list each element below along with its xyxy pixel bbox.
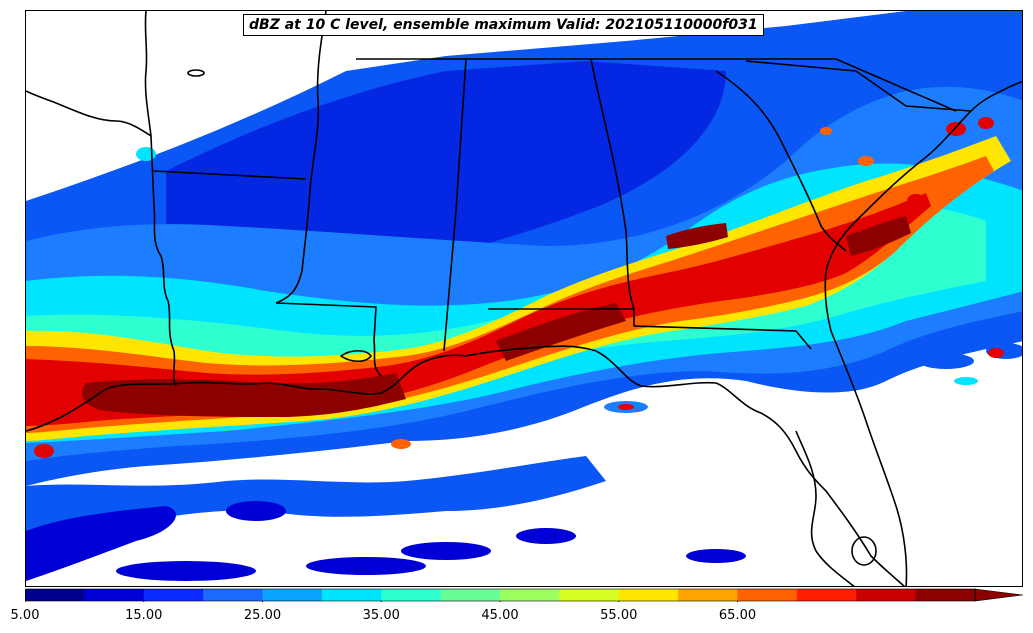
precip-blob xyxy=(954,377,978,385)
storm-cell xyxy=(988,348,1004,358)
colorbar-segment xyxy=(559,589,620,601)
colorbar-tick-label: 5.00 xyxy=(10,608,40,623)
atlantic-coastline xyxy=(824,80,1022,586)
map-canvas xyxy=(26,11,1022,586)
colorbar-segment xyxy=(381,589,442,601)
ar-la-border xyxy=(153,170,307,180)
reflectivity-field xyxy=(26,11,1022,581)
convective-core-darkred xyxy=(846,216,911,256)
convective-core-darkred xyxy=(666,223,728,249)
colorbar-segment xyxy=(321,589,382,601)
precip-blob xyxy=(918,353,974,369)
storm-cell xyxy=(858,156,874,166)
colorbar-tick-label: 45.00 xyxy=(481,608,519,623)
gulf-coastline xyxy=(26,345,906,586)
storm-cell xyxy=(907,194,925,208)
colorbar-tick-label: 65.00 xyxy=(718,608,757,623)
colorbar-segment xyxy=(84,589,145,601)
colorbar-segment xyxy=(796,589,857,601)
colorbar-segment xyxy=(678,589,738,601)
storm-cell xyxy=(34,444,54,458)
colorbar-tick-label: 25.00 xyxy=(243,608,282,623)
la-ms-border xyxy=(275,302,382,377)
tn-border xyxy=(356,58,957,112)
colorbar-tick-label: 15.00 xyxy=(125,608,163,623)
mississippi-river-border xyxy=(275,11,327,304)
storm-cell xyxy=(136,147,156,161)
lake-okeechobee xyxy=(851,536,877,566)
lake-marker xyxy=(187,69,205,77)
ga-sc-border xyxy=(715,70,847,252)
texas-coast xyxy=(26,90,152,137)
colorbar-segment xyxy=(440,589,501,601)
precip-blob xyxy=(116,561,256,581)
precip-blob xyxy=(516,528,576,544)
colorbar-segment xyxy=(143,589,204,601)
precip-west-lower xyxy=(26,506,176,581)
colorbar-tick-label: 55.00 xyxy=(600,608,638,623)
al-ga-border xyxy=(590,58,635,310)
colorbar xyxy=(25,588,1024,602)
florida-west-coast xyxy=(795,430,855,586)
colorbar-extend-arrow xyxy=(974,588,1024,602)
colorbar-segment xyxy=(915,589,976,601)
colorbar-segment xyxy=(262,589,323,601)
colorbar-segment xyxy=(500,589,560,601)
storm-cell xyxy=(978,117,994,129)
red-river-border xyxy=(144,11,152,137)
fl-al-border xyxy=(488,308,812,350)
tx-la-border xyxy=(150,135,177,387)
map-panel xyxy=(25,10,1023,587)
storm-cell xyxy=(618,404,634,410)
precip-blob xyxy=(401,542,491,560)
convective-core-darkred xyxy=(496,303,626,361)
colorbar-segment xyxy=(737,589,798,601)
storm-cell xyxy=(820,127,832,135)
storm-cell xyxy=(391,439,411,449)
colorbar-segment xyxy=(25,589,85,601)
sc-nc-border xyxy=(745,60,972,112)
map-title: dBZ at 10 C level, ensemble maximum Vali… xyxy=(243,14,764,36)
precip-gulf-patch xyxy=(26,456,606,541)
colorbar-segment xyxy=(856,589,917,601)
precip-blob xyxy=(686,549,746,563)
ms-al-border xyxy=(443,58,467,352)
state-boundaries xyxy=(26,11,1022,586)
colorbar-segment xyxy=(618,589,679,601)
precip-blob xyxy=(226,501,286,521)
colorbar-segment xyxy=(203,589,263,601)
lake-pontchartrain xyxy=(340,349,372,363)
precip-blob xyxy=(306,557,426,575)
convective-line-yellow xyxy=(26,136,1011,441)
colorbar-tick-label: 35.00 xyxy=(362,608,400,623)
